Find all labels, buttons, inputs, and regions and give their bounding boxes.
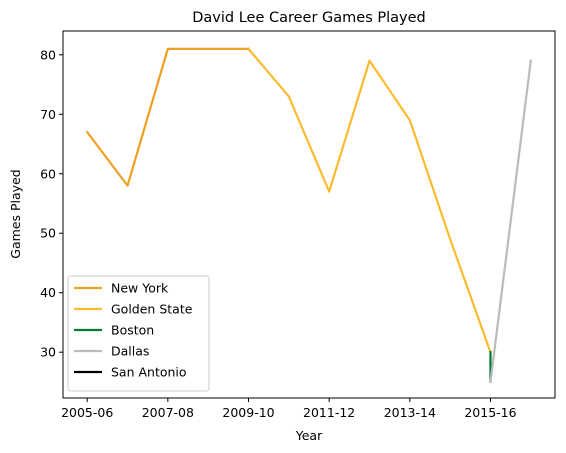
legend-label: Golden State: [111, 302, 193, 317]
x-tick-label: 2005-06: [61, 405, 113, 420]
x-tick-label: 2011-12: [303, 405, 355, 420]
series-line-3: [489, 59, 533, 384]
x-tick-label: 2013-14: [384, 405, 436, 420]
x-tick-label: 2009-10: [222, 405, 274, 420]
x-axis-label: Year: [295, 428, 323, 443]
y-tick-label: 40: [40, 285, 56, 300]
legend-label: Boston: [111, 323, 154, 338]
x-tick-label: 2015-16: [464, 405, 516, 420]
y-tick-label: 30: [40, 345, 56, 360]
y-tick-label: 50: [40, 226, 56, 241]
x-tick-label: 2007-08: [142, 405, 194, 420]
legend-label: Dallas: [111, 344, 149, 359]
plot-area: [85, 47, 533, 384]
y-tick-label: 70: [40, 107, 56, 122]
legend-label: New York: [111, 281, 169, 296]
y-tick-label: 60: [40, 166, 56, 181]
series-line-0: [85, 47, 250, 187]
chart-title: David Lee Career Games Played: [192, 10, 426, 26]
x-axis: 2005-06 2007-08 2009-10 2011-12 2013-14 2015-…: [61, 398, 517, 420]
legend: New York Golden State Boston Dallas San Anto…: [67, 275, 210, 392]
y-axis: 30 40 50 60 70 80: [40, 47, 63, 360]
series-line-1: [246, 47, 492, 354]
legend-frame: [67, 275, 210, 392]
y-axis-label: Games Played: [8, 169, 23, 258]
legend-label: San Antonio: [111, 365, 187, 380]
y-tick-label: 80: [40, 47, 56, 62]
plot-frame: [62, 30, 556, 399]
